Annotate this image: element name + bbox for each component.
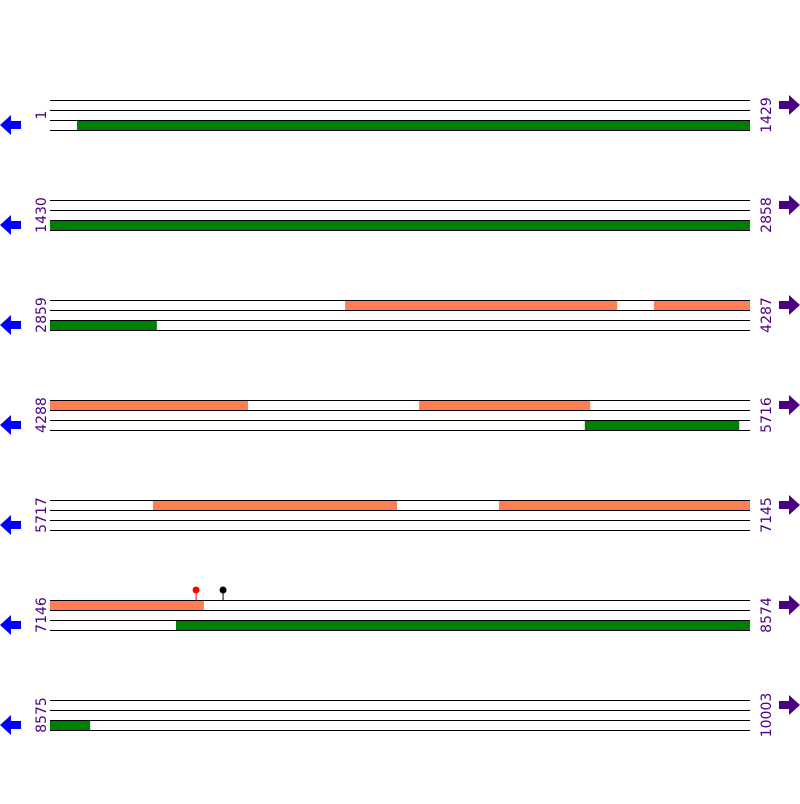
arrow-left-icon	[0, 215, 21, 235]
forward-feature	[345, 300, 618, 310]
row-end-label: 2858	[759, 197, 775, 233]
arrow-right-icon	[779, 595, 800, 615]
row-end-label: 1429	[759, 97, 775, 133]
row-start-label: 1430	[34, 197, 50, 233]
sequence-row: 1430 2858	[0, 195, 800, 235]
reverse-feature	[50, 220, 750, 230]
sequence-row: 8575 10003	[0, 693, 800, 738]
row-end-label: 7145	[759, 497, 775, 533]
arrow-left-icon	[0, 315, 21, 335]
reverse-feature	[584, 420, 740, 430]
row-start-label: 7146	[34, 597, 50, 633]
arrow-left-icon	[0, 615, 21, 635]
forward-feature	[653, 300, 750, 310]
forward-feature	[419, 400, 591, 410]
row-start-label: 8575	[34, 697, 50, 733]
reverse-feature	[76, 120, 750, 130]
row-end-label: 4287	[759, 297, 775, 333]
sequence-row: 5717 7145	[0, 495, 800, 535]
forward-feature	[152, 500, 398, 510]
forward-feature	[499, 500, 750, 510]
reverse-feature	[175, 620, 750, 630]
row-start-label: 1	[34, 111, 50, 120]
arrow-right-icon	[779, 295, 800, 315]
forward-feature	[50, 600, 204, 610]
row-end-label: 8574	[759, 597, 775, 633]
sequence-row: 7146 8574	[0, 586, 800, 635]
arrow-right-icon	[779, 495, 800, 515]
row-end-label: 5716	[759, 397, 775, 433]
arrow-right-icon	[779, 695, 800, 715]
site-marker	[219, 586, 227, 594]
arrow-right-icon	[779, 195, 800, 215]
arrow-right-icon	[779, 95, 800, 115]
arrow-left-icon	[0, 515, 21, 535]
reverse-feature	[50, 720, 91, 730]
arrow-left-icon	[0, 115, 21, 135]
arrow-right-icon	[779, 395, 800, 415]
site-marker	[192, 586, 200, 594]
reverse-feature	[50, 320, 157, 330]
sequence-row: 4288 5716	[0, 395, 800, 435]
forward-feature	[50, 400, 249, 410]
row-end-label: 10003	[759, 693, 775, 738]
arrow-left-icon	[0, 715, 21, 735]
row-start-label: 5717	[34, 497, 50, 533]
row-start-label: 2859	[34, 297, 50, 333]
sequence-row: 2859 4287	[0, 295, 800, 335]
arrow-left-icon	[0, 415, 21, 435]
sequence-row: 1 1429	[0, 95, 800, 135]
row-start-label: 4288	[34, 397, 50, 433]
